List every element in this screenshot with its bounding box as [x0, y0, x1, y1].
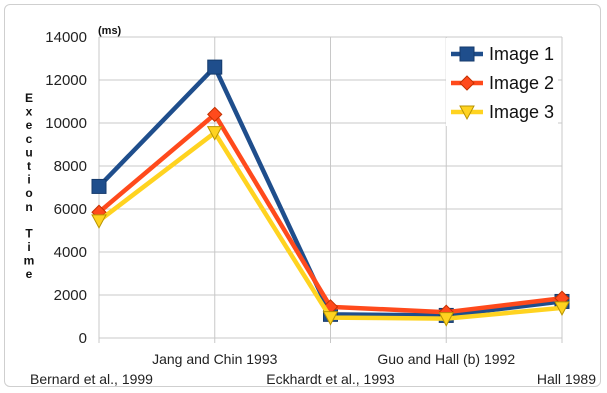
y-axis-label-char: E [25, 91, 33, 105]
y-axis-label-char: e [26, 267, 33, 281]
y-axis-label-char: u [25, 145, 32, 159]
series-point [91, 178, 107, 194]
series-point [206, 126, 223, 141]
series-point [438, 312, 455, 327]
x-category-label: Bernard et al., 1999 [30, 371, 153, 387]
legend-label: Image 1 [489, 44, 554, 64]
x-category-label: Hall 1989 [537, 371, 596, 387]
series-image-3 [91, 126, 570, 327]
y-tick-label: 10000 [45, 115, 87, 132]
legend-item: Image 1 [451, 44, 554, 64]
series-point [91, 214, 107, 229]
y-axis-label-char: t [27, 159, 31, 173]
y-axis-label-char: i [27, 240, 30, 254]
series-point [207, 106, 223, 123]
series-point [554, 301, 570, 316]
y-axis-label-char: e [26, 118, 33, 132]
y-tick-label: 2000 [54, 287, 87, 304]
y-tick-labels: 0 2000 4000 6000 8000 10000 12000 14000 [45, 29, 87, 347]
y-tick-label: 0 [79, 330, 87, 347]
x-category-labels: Bernard et al., 1999 Jang and Chin 1993 Ec… [30, 351, 596, 387]
y-tick-label: 14000 [45, 29, 87, 46]
y-tick-label: 12000 [45, 72, 87, 89]
y-tick-label: 6000 [54, 201, 87, 218]
series-point [459, 46, 475, 62]
x-category-label: Guo and Hall (b) 1992 [377, 351, 515, 367]
series-layer [91, 59, 570, 327]
legend-item: Image 3 [451, 102, 554, 122]
legend-item: Image 2 [451, 73, 554, 93]
x-category-label: Eckhardt et al., 1993 [266, 371, 395, 387]
y-axis-label-char: T [25, 226, 33, 240]
series-point [322, 311, 339, 326]
y-axis-label-char: m [24, 254, 35, 268]
series-point [459, 105, 475, 121]
y-axis-label-char: c [26, 132, 33, 146]
y-axis-label-char: i [27, 173, 30, 187]
unit-label: (ms) [98, 25, 122, 37]
series-point [207, 59, 223, 75]
y-axis-label-char: x [26, 105, 33, 119]
x-category-label: Jang and Chin 1993 [152, 351, 278, 367]
legend: Image 1 Image 2 Image 3 [446, 38, 558, 126]
y-tick-label: 8000 [54, 158, 87, 175]
y-axis-label-char: o [25, 186, 32, 200]
legend-label: Image 3 [489, 102, 554, 122]
y-tick-label: 4000 [54, 244, 87, 261]
y-axis-label-char: n [25, 200, 32, 214]
series-point [459, 75, 475, 91]
legend-label: Image 2 [489, 73, 554, 93]
